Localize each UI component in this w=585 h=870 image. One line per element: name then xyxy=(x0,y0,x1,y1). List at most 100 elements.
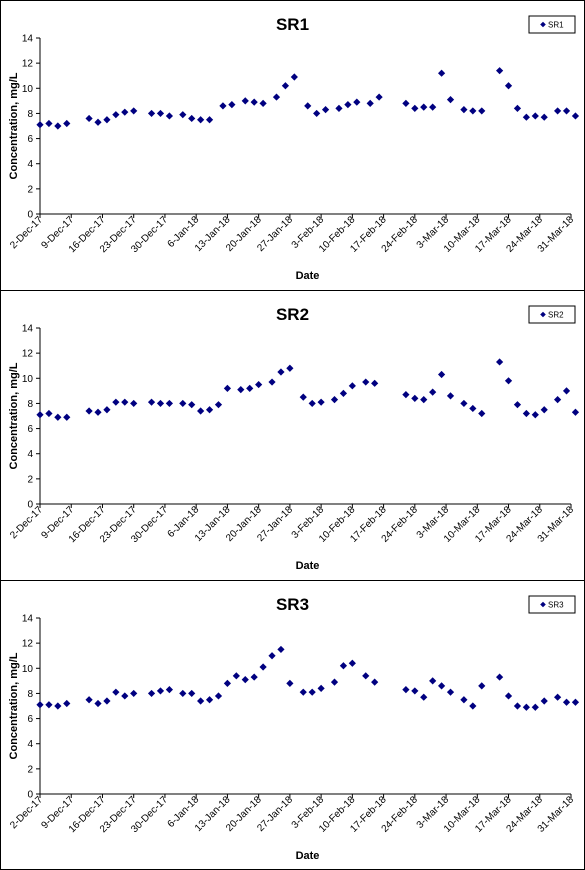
data-point xyxy=(335,104,343,112)
data-point xyxy=(446,96,455,104)
data-point xyxy=(402,99,410,107)
data-point xyxy=(478,107,486,115)
data-point xyxy=(286,364,294,372)
y-tick-label: 2 xyxy=(27,184,33,195)
data-point xyxy=(429,103,437,111)
data-point xyxy=(317,684,325,692)
data-point xyxy=(299,688,307,696)
chart-title: SR1 xyxy=(276,15,309,34)
data-point xyxy=(308,399,316,408)
chart-panel-sr3: SR3 0 2 4 6 8 10 12 14 2-Dec-17 9-Dec-17 16-Dec-17 2… xyxy=(0,580,585,870)
data-point xyxy=(478,682,486,690)
legend-marker xyxy=(540,21,546,28)
data-point xyxy=(188,114,196,123)
data-point xyxy=(259,99,267,107)
data-point xyxy=(540,697,548,705)
y-tick-label: 12 xyxy=(22,349,34,360)
data-point xyxy=(513,401,522,409)
data-point xyxy=(402,391,410,399)
data-point xyxy=(277,645,285,654)
data-point xyxy=(460,106,468,114)
data-point xyxy=(94,699,102,708)
data-point xyxy=(179,111,187,119)
data-point xyxy=(214,401,223,409)
data-point xyxy=(250,673,258,681)
data-point xyxy=(420,103,428,111)
data-point xyxy=(437,682,446,690)
data-point xyxy=(554,693,562,701)
data-point xyxy=(321,106,330,114)
data-point xyxy=(308,688,316,696)
data-point xyxy=(94,118,102,126)
data-point xyxy=(531,411,539,419)
data-point xyxy=(554,107,562,115)
data-point xyxy=(304,102,312,110)
y-tick-label: 8 xyxy=(27,689,33,700)
data-point xyxy=(469,107,477,115)
data-point xyxy=(268,652,276,660)
data-point xyxy=(362,672,370,680)
data-point xyxy=(121,692,129,700)
chart-panel-sr1: SR1 0 2 4 6 8 10 12 14 2-Dec-17 9-Dec-17 16-Dec-17 2… xyxy=(0,0,585,291)
data-point xyxy=(540,113,548,121)
data-point xyxy=(205,406,214,414)
x-axis-label: Date xyxy=(296,270,320,282)
y-tick-label: 14 xyxy=(22,324,34,335)
series-sr2 xyxy=(36,358,580,421)
data-point xyxy=(223,384,232,392)
series-sr3 xyxy=(36,645,580,711)
legend-label: SR2 xyxy=(548,311,564,320)
x-axis-label: Date xyxy=(296,850,320,862)
y-axis-label: Concentration, mg/L xyxy=(8,652,20,759)
data-point xyxy=(330,396,339,404)
data-point xyxy=(272,93,281,101)
data-point xyxy=(562,107,571,115)
data-point xyxy=(36,121,44,129)
data-point xyxy=(469,702,477,710)
data-point xyxy=(429,677,437,685)
data-point xyxy=(299,393,307,401)
data-point xyxy=(562,387,571,395)
data-point xyxy=(130,107,138,115)
y-tick-label: 4 xyxy=(27,739,33,750)
data-point xyxy=(281,82,290,90)
data-point xyxy=(420,693,428,701)
data-point xyxy=(241,97,249,105)
data-point xyxy=(103,116,111,124)
x-axis-label: Date xyxy=(296,560,320,572)
data-point xyxy=(571,408,580,416)
data-point xyxy=(562,698,571,706)
data-point xyxy=(112,398,120,406)
data-point xyxy=(371,379,379,387)
data-point xyxy=(85,114,93,123)
y-tick-label: 6 xyxy=(27,424,33,435)
chart-svg: SR1024681012142-Dec-179-Dec-1716-Dec-172… xyxy=(8,15,580,282)
y-tick-label: 8 xyxy=(27,109,33,120)
data-point xyxy=(522,113,530,121)
data-point xyxy=(437,370,446,379)
data-point xyxy=(165,399,174,408)
data-point xyxy=(339,389,348,397)
y-tick-label: 6 xyxy=(27,714,33,725)
data-point xyxy=(554,396,562,404)
data-point xyxy=(179,399,187,408)
y-tick-label: 4 xyxy=(27,159,33,170)
chart-title: SR3 xyxy=(276,595,309,614)
data-point xyxy=(371,678,379,686)
data-point xyxy=(54,413,62,421)
data-point xyxy=(429,388,437,396)
data-point xyxy=(571,698,580,706)
data-point xyxy=(103,406,111,414)
data-point xyxy=(339,662,348,670)
data-point xyxy=(571,112,580,120)
y-tick-label: 0 xyxy=(27,500,33,511)
legend-label: SR3 xyxy=(548,601,564,610)
data-point xyxy=(460,399,468,408)
data-point xyxy=(156,687,165,695)
data-point xyxy=(130,399,138,408)
data-point xyxy=(313,109,321,118)
data-point xyxy=(63,699,71,708)
data-point xyxy=(402,686,410,694)
legend-marker xyxy=(540,601,546,608)
